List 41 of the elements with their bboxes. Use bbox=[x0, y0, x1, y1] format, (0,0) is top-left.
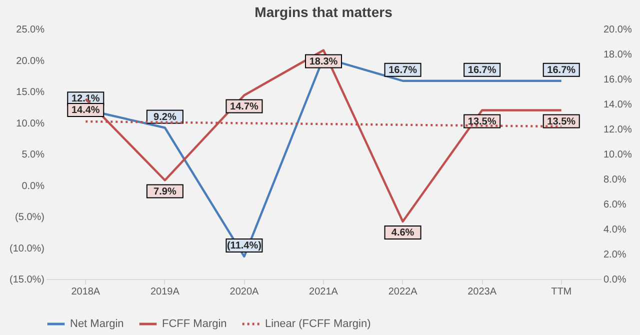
y2-tick-label: 14.0% bbox=[604, 100, 632, 110]
legend-label: Net Margin bbox=[70, 318, 124, 330]
legend-label: Linear (FCFF Margin) bbox=[265, 318, 371, 330]
y-tick-label: 15.0% bbox=[16, 87, 45, 98]
x-tick-label: TTM bbox=[551, 286, 572, 298]
y2-tick-label: 16.0% bbox=[604, 74, 632, 86]
legend-label: FCFF Margin bbox=[162, 318, 227, 330]
y2-tick-label: 2.0% bbox=[604, 250, 626, 260]
x-tick-label: 2020A bbox=[230, 286, 259, 298]
y2-tick-label: 8.0% bbox=[604, 174, 626, 186]
y2-tick-label: 12.0% bbox=[604, 124, 632, 136]
data-label: 13.5% bbox=[547, 116, 576, 128]
y-tick-label: (15.0%) bbox=[9, 274, 44, 286]
data-label: 4.6% bbox=[391, 228, 414, 238]
y-tick-label: 10.0% bbox=[16, 118, 45, 130]
data-label: 13.5% bbox=[468, 116, 496, 128]
x-tick-label: 2018A bbox=[71, 286, 100, 298]
y2-tick-label: 4.0% bbox=[604, 224, 626, 236]
y-tick-label: (10.0%) bbox=[9, 243, 44, 254]
x-tick-label: 2021A bbox=[309, 286, 338, 298]
y-tick-label: 20.0% bbox=[16, 56, 45, 67]
y2-tick-label: 20.0% bbox=[604, 24, 632, 36]
data-label: 16.7% bbox=[388, 64, 418, 76]
y2-tick-label: 18.0% bbox=[604, 50, 632, 60]
y-tick-label: (5.0%) bbox=[15, 212, 44, 223]
chart-title: Margins that matters bbox=[254, 4, 393, 20]
x-tick-label: 2022A bbox=[388, 286, 418, 298]
y2-tick-label: 10.0% bbox=[604, 150, 632, 160]
y2-tick-label: 6.0% bbox=[604, 200, 626, 210]
data-label: 16.7% bbox=[547, 64, 576, 76]
x-tick-label: 2023A bbox=[468, 286, 497, 298]
data-label: (11.4%) bbox=[226, 240, 262, 252]
y-tick-label: 25.0% bbox=[16, 24, 45, 36]
data-label: 14.7% bbox=[230, 101, 258, 112]
y2-tick-label: 0.0% bbox=[604, 274, 626, 286]
data-label: 7.9% bbox=[154, 186, 176, 198]
y-tick-label: 0.0% bbox=[22, 180, 45, 192]
x-tick-label: 2019A bbox=[150, 286, 180, 298]
y-tick-label: 5.0% bbox=[22, 150, 45, 160]
data-label: 9.2% bbox=[154, 112, 176, 123]
data-label: 16.7% bbox=[468, 64, 496, 76]
